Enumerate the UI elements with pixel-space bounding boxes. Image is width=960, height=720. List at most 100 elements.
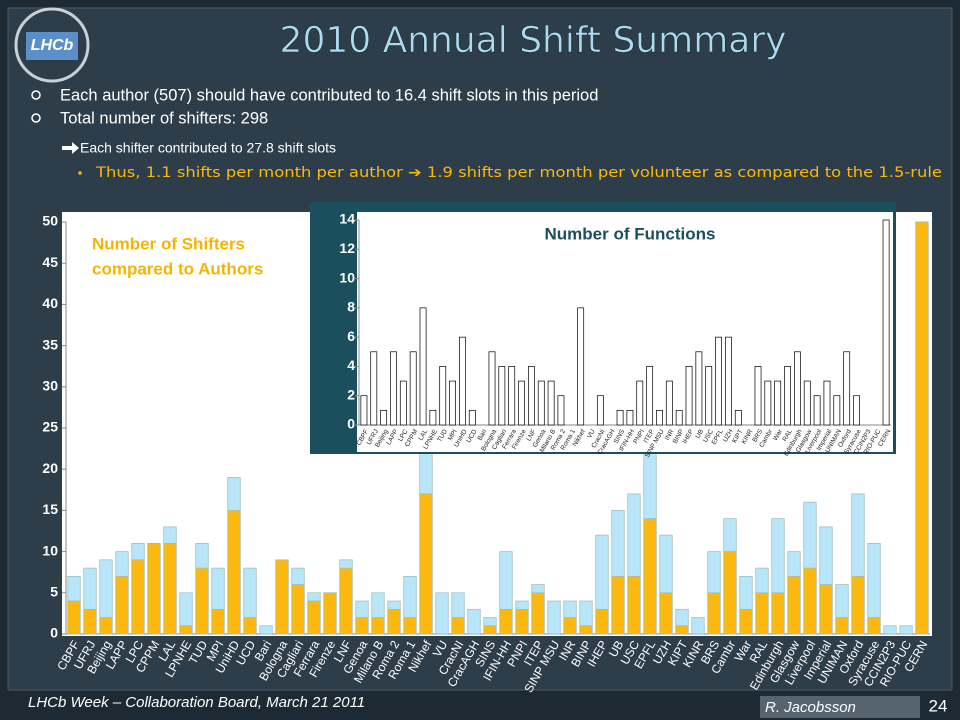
bar: [705, 366, 713, 426]
bar: [439, 366, 447, 426]
bar: [371, 617, 385, 635]
bar: [626, 410, 634, 426]
inset-title: Number of Functions: [545, 224, 716, 243]
logo: LHCb: [14, 7, 90, 83]
bullet-dot: [78, 171, 82, 175]
y-tick-label: 10: [42, 542, 58, 558]
bar: [435, 592, 449, 635]
bar: [627, 575, 641, 635]
bar: [459, 336, 466, 426]
y-tick-label: 14: [339, 211, 355, 227]
bar: [823, 380, 831, 426]
bar: [771, 592, 785, 635]
bar: [179, 625, 193, 635]
bar: [882, 219, 890, 426]
bar: [754, 366, 762, 426]
bar: [725, 336, 732, 426]
x-tick-label: Bari: [477, 428, 489, 442]
bar: [707, 592, 721, 635]
x-tick-label: INR: [664, 428, 676, 441]
bar: [755, 592, 769, 635]
bar: [355, 617, 369, 635]
bullet: Each author (507) should have contribute…: [60, 86, 598, 104]
bar: [323, 592, 337, 635]
y-tick-label: 0: [347, 416, 355, 432]
bar: [547, 380, 555, 426]
bar: [787, 575, 801, 635]
y-tick-label: 12: [339, 240, 355, 256]
bar: [803, 380, 811, 426]
arrow-icon: [62, 142, 79, 154]
x-tick-label: VU: [586, 428, 597, 440]
bullet-icon: [31, 113, 41, 123]
footer-author: R. Jacobsson: [765, 699, 856, 716]
footer-text: LHCb Week – Collaboration Board, March 2…: [28, 694, 365, 711]
y-tick-label: 4: [347, 357, 355, 373]
bar: [646, 366, 654, 426]
bar: [147, 543, 161, 635]
bar: [774, 380, 782, 426]
bar: [643, 518, 657, 635]
bar: [577, 307, 585, 426]
bar: [685, 366, 693, 426]
bar: [131, 559, 145, 635]
bar: [734, 410, 742, 426]
y-tick-label: 40: [42, 295, 58, 311]
bar: [291, 584, 305, 635]
bar: [596, 395, 604, 426]
chart-subtitle: compared to Authors: [92, 259, 263, 278]
bar: [429, 410, 437, 426]
bar: [360, 395, 368, 426]
bar: [390, 351, 397, 426]
bar: [67, 600, 81, 635]
bar: [499, 608, 513, 635]
bar: [853, 395, 860, 426]
y-tick-label: 10: [339, 269, 355, 285]
y-tick-label: 45: [42, 254, 58, 270]
note: Thus, 1.1 shifts per month per author ➔ …: [95, 165, 942, 181]
bar: [813, 395, 821, 426]
bullet-icon: [31, 90, 41, 100]
bar: [528, 366, 535, 426]
bar: [715, 336, 722, 426]
bar: [380, 410, 388, 426]
bar: [195, 567, 209, 635]
bar: [557, 395, 565, 426]
bar: [675, 625, 689, 635]
bar: [794, 351, 801, 426]
y-tick-label: 8: [347, 299, 355, 315]
y-tick-label: 2: [347, 386, 355, 402]
y-tick-label: 0: [50, 625, 58, 641]
bar: [764, 380, 772, 426]
bar: [227, 510, 241, 635]
x-tick-label: UB: [695, 428, 706, 439]
bar: [656, 410, 663, 426]
bar: [835, 617, 849, 635]
bar: [307, 600, 321, 635]
bar: [339, 567, 353, 635]
bar: [115, 575, 129, 635]
page-number: 24: [929, 696, 948, 715]
y-tick-label: 50: [42, 213, 58, 229]
x-tick-label: MPI: [447, 428, 459, 442]
bar: [616, 410, 624, 426]
bar: [508, 366, 516, 426]
bar: [515, 608, 529, 635]
bar: [537, 380, 545, 426]
bar: [659, 592, 673, 635]
bar: [275, 559, 289, 635]
bar: [915, 221, 929, 635]
bar: [163, 543, 177, 635]
bar: [819, 584, 833, 635]
bar: [403, 617, 417, 635]
bar: [419, 493, 433, 635]
y-tick-label: 25: [42, 419, 58, 435]
y-tick-label: 6: [347, 328, 355, 344]
bar: [467, 608, 481, 635]
bar: [243, 617, 257, 635]
bar: [665, 380, 673, 426]
sub-bullet: Each shifter contributed to 27.8 shift s…: [80, 140, 336, 156]
y-tick-label: 15: [42, 501, 58, 517]
y-tick-label: 20: [42, 460, 58, 476]
